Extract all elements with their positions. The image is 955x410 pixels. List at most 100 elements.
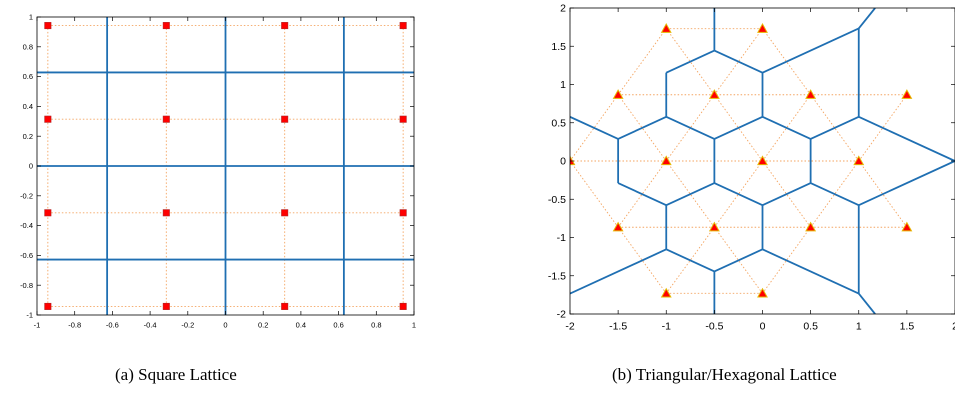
lattice-point-13	[162, 302, 170, 310]
lattice-point-10	[281, 209, 289, 217]
square-lattice-plot: -1 -0.8 -0.6 -0.4 -0.2 0 0.2 0.4 0.6 0.8 1 -1 -0.8 -0…	[20, 13, 416, 330]
lattice-point-11	[399, 209, 407, 217]
lattice-point-9	[853, 155, 865, 166]
y-tick-label-2: -0.6	[20, 251, 33, 260]
lattice-point-1	[757, 23, 768, 33]
voronoi-boundary-23	[858, 160, 955, 206]
lattice-point-8	[44, 209, 52, 217]
x-tick-label-2: -0.6	[106, 321, 119, 330]
voronoi-boundary-28	[665, 248, 715, 273]
lattice-point-8	[757, 155, 768, 166]
voronoi-boundary-20	[714, 182, 763, 206]
y-tick-label-0: -1	[26, 311, 33, 320]
lattice-point-5	[162, 115, 170, 123]
x-tick-label-1: -0.8	[68, 321, 81, 330]
lattice-point-11	[708, 221, 720, 232]
x-tick-label-0: -2	[565, 321, 574, 333]
lattice-point-13	[901, 221, 913, 232]
y-tick-label-4: -0.2	[20, 191, 33, 200]
x-tick-label-4: 0	[760, 321, 766, 333]
y-tick-label-7: 0.4	[23, 102, 33, 111]
lattice-point-15	[399, 302, 407, 310]
y-tick-label-6: 1	[560, 79, 566, 91]
y-tick-label-0: -2	[557, 309, 566, 321]
voronoi-boundary-21	[762, 182, 811, 206]
hexagonal-lattice-plot: -2 -1.5 -1 -0.5 0 0.5 1 1.5 2 -2 -1.5 -1 -0.5 0 0.5 1 1.…	[548, 3, 955, 333]
voronoi-boundary-18	[617, 182, 667, 206]
lattice-point-10	[612, 221, 624, 232]
y-tick-label-8: 2	[560, 3, 566, 15]
guide-line-6	[617, 28, 667, 96]
y-tick-label-5: 0	[29, 162, 33, 171]
y-tick-label-3: -0.5	[548, 194, 566, 206]
lattice-point-5	[901, 89, 913, 99]
y-tick-label-6: 0.2	[23, 132, 33, 141]
lattice-point-9	[162, 209, 170, 217]
x-tick-label-5: 0.5	[803, 321, 818, 333]
lattice-point-14	[281, 302, 289, 310]
x-tick-label-5: 0	[223, 321, 227, 330]
x-tick-label-0: -1	[34, 321, 41, 330]
guide-line-16	[570, 160, 619, 228]
y-tick-label-8: 0.6	[23, 72, 33, 81]
voronoi-boundary-19	[665, 182, 715, 206]
voronoi-boundary-10	[714, 116, 763, 140]
lattice-point-4	[44, 115, 52, 123]
voronoi-boundary-14	[570, 116, 619, 140]
x-tick-label-4: -0.2	[181, 321, 194, 330]
voronoi-boundary-11	[762, 116, 811, 140]
caption-hexagonal-lattice: (b) Triangular/Hexagonal Lattice	[612, 365, 837, 384]
voronoi-boundary-9	[665, 116, 715, 140]
y-tick-label-9: 0.8	[23, 42, 33, 51]
lattice-point-12	[44, 302, 52, 310]
y-tick-label-1: -1.5	[548, 270, 566, 282]
voronoi-boundary-32	[858, 293, 876, 314]
lattice-point-1	[162, 22, 170, 30]
voronoi-boundary-1	[665, 49, 715, 74]
x-tick-label-1: -1.5	[609, 321, 627, 333]
voronoi-boundary-13	[858, 116, 955, 162]
voronoi-boundary-6	[858, 8, 876, 29]
lattice-point-3	[708, 89, 720, 99]
plot-area	[570, 8, 955, 314]
y-tick-label-1: -0.8	[20, 281, 33, 290]
caption-square-lattice: (a) Square Lattice	[115, 365, 237, 384]
voronoi-boundary-29	[714, 248, 763, 273]
lattice-point-15	[757, 287, 768, 298]
x-tick-label-6: 0.2	[258, 321, 268, 330]
y-tick-label-2: -1	[557, 232, 566, 244]
x-tick-label-9: 0.8	[371, 321, 381, 330]
x-tick-label-2: -1	[662, 321, 671, 333]
lattice-point-2	[612, 89, 624, 99]
plot-area	[37, 17, 414, 315]
x-tick-label-6: 1	[856, 321, 862, 333]
voronoi-boundary-2	[714, 49, 763, 74]
x-tick-label-10: 1	[412, 321, 416, 330]
voronoi-boundary-30	[762, 248, 860, 295]
lattice-point-7	[660, 155, 672, 166]
lattice-point-14	[660, 287, 672, 298]
lattice-point-2	[281, 22, 289, 30]
voronoi-boundary-12	[810, 116, 860, 140]
voronoi-boundary-22	[810, 182, 860, 206]
lattice-point-4	[805, 89, 817, 99]
voronoi-boundary-27	[570, 248, 667, 295]
voronoi-boundary-5	[762, 27, 860, 74]
x-tick-label-3: -0.4	[144, 321, 157, 330]
lattice-point-0	[660, 23, 672, 33]
y-tick-label-3: -0.4	[20, 221, 33, 230]
x-tick-label-3: -0.5	[705, 321, 723, 333]
y-tick-label-10: 1	[29, 13, 33, 22]
x-tick-label-8: 2	[952, 321, 955, 333]
lattice-point-7	[399, 115, 407, 123]
x-tick-label-7: 0.4	[296, 321, 306, 330]
lattice-point-6	[281, 115, 289, 123]
lattice-point-0	[44, 22, 52, 30]
x-tick-label-8: 0.6	[333, 321, 343, 330]
x-tick-label-7: 1.5	[900, 321, 915, 333]
lattice-point-6	[570, 155, 576, 166]
voronoi-boundary-8	[617, 116, 667, 140]
y-tick-label-7: 1.5	[551, 41, 566, 53]
lattice-point-3	[399, 22, 407, 30]
